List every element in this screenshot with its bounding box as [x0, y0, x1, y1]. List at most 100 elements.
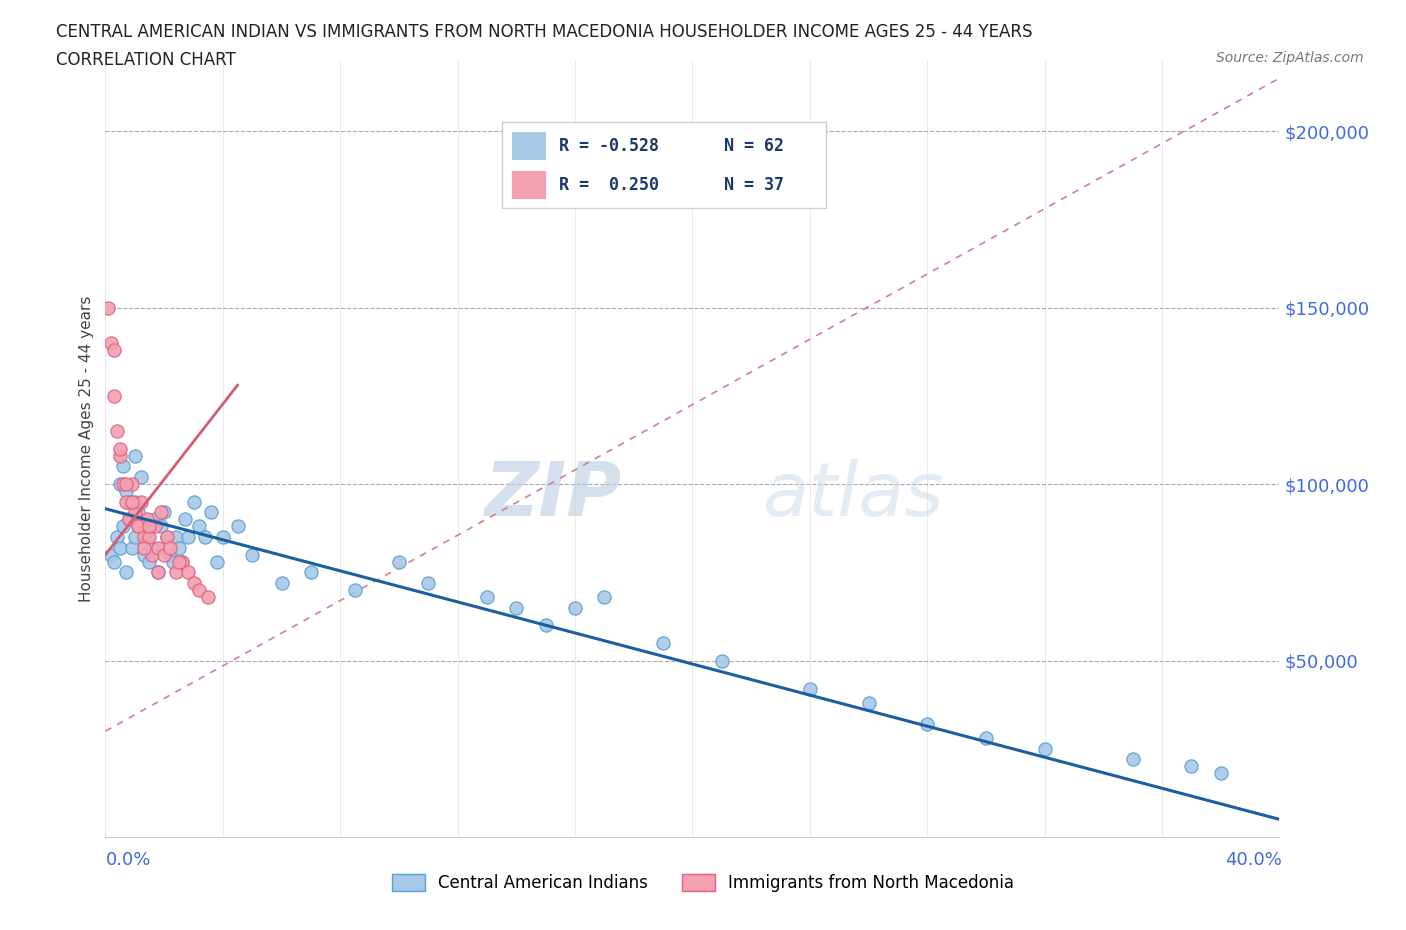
Point [211, 529, 233, 544]
Point [240, 547, 263, 562]
Point [652, 635, 675, 650]
Point [138, 554, 160, 569]
Point [112, 476, 135, 491]
Point [124, 494, 146, 509]
Point [564, 600, 586, 615]
Point [194, 529, 217, 544]
Point [150, 505, 173, 520]
Point [170, 554, 193, 569]
Point [197, 590, 219, 604]
Point [148, 565, 170, 579]
Point [1033, 741, 1056, 756]
Point [121, 494, 143, 509]
Text: CENTRAL AMERICAN INDIAN VS IMMIGRANTS FROM NORTH MACEDONIA HOUSEHOLDER INCOME AG: CENTRAL AMERICAN INDIAN VS IMMIGRANTS FR… [56, 23, 1033, 41]
Point [108, 442, 131, 457]
Point [135, 529, 157, 544]
Point [148, 565, 170, 579]
Point [188, 582, 211, 597]
Point [388, 554, 411, 569]
Point [173, 512, 195, 526]
Point [121, 476, 143, 491]
Point [162, 554, 184, 569]
Point [115, 494, 138, 509]
Point [153, 547, 176, 562]
Point [226, 519, 249, 534]
Bar [512, 171, 546, 198]
Point [148, 540, 170, 555]
Point [108, 540, 131, 555]
Point [205, 554, 228, 569]
Point [132, 529, 155, 544]
Point [127, 519, 149, 534]
Point [799, 682, 821, 697]
Point [103, 389, 125, 404]
Point [124, 505, 146, 520]
Point [710, 653, 733, 668]
Point [1180, 759, 1202, 774]
Point [165, 565, 187, 579]
Point [143, 519, 166, 534]
Point [475, 590, 498, 604]
Bar [512, 132, 546, 159]
Point [105, 424, 128, 439]
Point [135, 512, 157, 526]
Point [343, 582, 366, 597]
Point [129, 470, 152, 485]
Point [188, 519, 211, 534]
Point [132, 547, 155, 562]
Point [299, 565, 322, 579]
Point [141, 540, 163, 555]
Text: ZIP: ZIP [485, 458, 621, 532]
Point [112, 458, 135, 473]
Text: N = 62: N = 62 [724, 137, 783, 154]
FancyBboxPatch shape [502, 122, 827, 208]
Point [103, 342, 125, 357]
Point [167, 540, 190, 555]
Point [858, 696, 880, 711]
Point [156, 529, 179, 544]
Point [176, 529, 198, 544]
Point [127, 505, 149, 520]
Point [270, 576, 292, 591]
Text: CORRELATION CHART: CORRELATION CHART [56, 51, 236, 69]
Point [150, 519, 173, 534]
Point [505, 600, 527, 615]
Point [108, 476, 131, 491]
Point [183, 494, 205, 509]
Point [100, 547, 122, 562]
Point [127, 519, 149, 534]
Point [118, 512, 141, 526]
Text: R =  0.250: R = 0.250 [558, 176, 658, 193]
Point [143, 512, 166, 526]
Point [170, 554, 193, 569]
Point [103, 554, 125, 569]
Point [974, 731, 997, 746]
Point [917, 717, 939, 732]
Legend: Central American Indians, Immigrants from North Macedonia: Central American Indians, Immigrants fro… [385, 867, 1021, 898]
Point [165, 529, 187, 544]
Point [159, 547, 181, 562]
Point [1122, 751, 1144, 766]
Point [141, 547, 163, 562]
Point [100, 336, 122, 351]
Point [159, 540, 181, 555]
Point [138, 529, 160, 544]
Text: 0.0%: 0.0% [105, 851, 150, 870]
Point [200, 505, 222, 520]
Point [418, 576, 440, 591]
Point [121, 540, 143, 555]
Point [167, 554, 190, 569]
Text: R = -0.528: R = -0.528 [558, 137, 658, 154]
Point [593, 590, 616, 604]
Point [115, 484, 138, 498]
Point [124, 529, 146, 544]
Point [1209, 766, 1232, 781]
Point [124, 448, 146, 463]
Point [118, 512, 141, 526]
Point [156, 529, 179, 544]
Point [105, 529, 128, 544]
Point [115, 476, 138, 491]
Point [534, 618, 557, 632]
Point [129, 494, 152, 509]
Y-axis label: Householder Income Ages 25 - 44 years: Householder Income Ages 25 - 44 years [79, 296, 94, 602]
